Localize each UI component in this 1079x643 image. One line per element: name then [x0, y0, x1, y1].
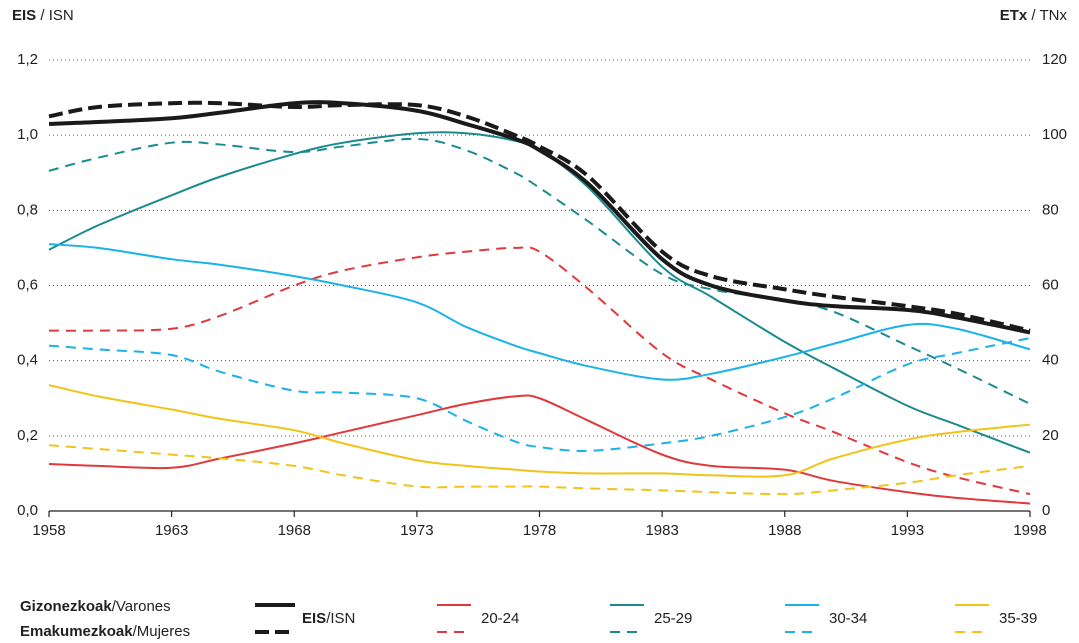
- y2-tick-label: 120: [1042, 51, 1067, 68]
- x-tick-label: 1963: [155, 522, 188, 539]
- age-line: [48, 137, 1031, 405]
- y-tick-label: 0,6: [17, 276, 38, 293]
- legend-label: 25-29: [654, 610, 692, 627]
- x-tick-label: 1968: [278, 522, 311, 539]
- legend-men: Gizonezkoak/Varones: [20, 598, 171, 615]
- y-tick-label: 1,2: [17, 51, 38, 68]
- eis-line: [48, 100, 1031, 335]
- x-tick-label: 1988: [768, 522, 801, 539]
- legend-label: 35-39: [999, 610, 1037, 627]
- y2-tick-label: 0: [1042, 502, 1050, 519]
- age-line: [48, 394, 1031, 505]
- age-line: [48, 444, 1031, 496]
- y-axis-title: EIS / ISN: [12, 7, 74, 24]
- y2-tick-label: 100: [1042, 126, 1067, 143]
- x-tick-label: 1993: [891, 522, 924, 539]
- y-axis-title-rest: / ISN: [36, 7, 74, 24]
- y2-axis-title: ETx / TNx: [1000, 7, 1068, 24]
- y-tick-label: 0,2: [17, 427, 38, 444]
- age-line: [48, 131, 1031, 454]
- age-line: [48, 384, 1031, 478]
- legend-women-rest: /Mujeres: [133, 623, 191, 640]
- y-tick-label: 0,8: [17, 201, 38, 218]
- y-axis-title-bold: EIS: [12, 7, 36, 24]
- x-tick-label: 1958: [32, 522, 65, 539]
- y2-tick-label: 40: [1042, 352, 1059, 369]
- legend-label-part: /ISN: [326, 610, 355, 627]
- legend-men-rest: /Varones: [112, 598, 171, 615]
- y-tick-label: 0,0: [17, 502, 38, 519]
- age-line: [48, 243, 1031, 381]
- y2-tick-label: 60: [1042, 276, 1059, 293]
- y-tick-label: 0,4: [17, 352, 38, 369]
- age-line: [48, 246, 1031, 496]
- x-tick-label: 1998: [1013, 522, 1046, 539]
- y2-tick-label: 80: [1042, 201, 1059, 218]
- x-tick-label: 1978: [523, 522, 556, 539]
- age-line: [48, 337, 1031, 452]
- legend-women-bold: Emakumezkoak: [20, 623, 133, 640]
- x-tick-label: 1973: [400, 522, 433, 539]
- eis-line: [48, 100, 1031, 333]
- y2-axis-title-bold: ETx: [1000, 7, 1028, 24]
- legend-women: Emakumezkoak/Mujeres: [20, 623, 190, 640]
- legend-label: EIS/ISN: [302, 610, 355, 627]
- x-tick-label: 1983: [645, 522, 678, 539]
- y2-tick-label: 20: [1042, 427, 1059, 444]
- legend-men-bold: Gizonezkoak: [20, 598, 112, 615]
- legend-label: 30-34: [829, 610, 867, 627]
- y-tick-label: 1,0: [17, 126, 38, 143]
- legend-label-part: EIS: [302, 610, 326, 627]
- y2-axis-title-rest: / TNx: [1027, 7, 1067, 24]
- legend-label: 20-24: [481, 610, 519, 627]
